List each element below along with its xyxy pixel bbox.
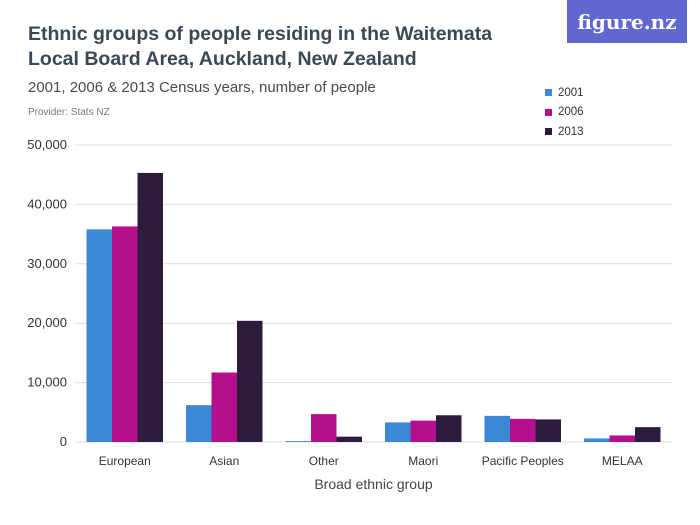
legend-label-2013: 2013 [558,125,584,138]
bar-2013 [436,415,462,442]
chart-title: Ethnic groups of people residing in the … [28,23,493,70]
bar-2001 [186,405,212,442]
x-category-label: MELAA [602,454,643,468]
x-axis-title: Broad ethnic group [314,476,433,492]
legend-item-2006: 2006 [545,103,584,123]
x-category-label: Other [309,454,339,468]
figure-nz-logo[interactable]: figure.nz [567,0,687,43]
bar-2006 [510,418,536,442]
legend-swatch-2006 [545,108,552,116]
x-category-label: Pacific Peoples [482,454,564,468]
chart-legend: 2001 2006 2013 [545,83,584,142]
x-category-label: Asian [209,454,239,468]
bar-2013 [535,419,561,442]
y-tick-label: 10,000 [27,375,67,390]
bar-2006 [311,414,337,442]
bar-2006 [112,226,138,442]
bar-2001 [584,438,610,442]
x-category-label: European [99,454,151,468]
y-tick-label: 30,000 [27,256,67,271]
legend-swatch-2013 [545,128,552,136]
y-tick-label: 20,000 [27,315,67,330]
bar-2001 [385,422,411,442]
legend-label-2001: 2001 [558,86,584,99]
chart-subtitle: 2001, 2006 & 2013 Census years, number o… [28,79,376,96]
x-category-label: Maori [408,454,438,468]
legend-item-2013: 2013 [545,122,584,142]
bar-2013 [635,427,661,442]
y-tick-label: 50,000 [27,137,67,152]
bar-2006 [609,435,635,442]
y-tick-label: 40,000 [27,196,67,211]
legend-label-2006: 2006 [558,106,584,119]
logo-text: figure.nz [577,9,677,34]
bar-2013 [237,320,263,442]
bar-2013 [137,172,163,442]
legend-swatch-2001 [545,89,552,97]
bar-2001 [484,415,510,442]
legend-item-2001: 2001 [545,83,584,103]
bar-2001 [285,441,311,442]
bar-2006 [410,420,436,442]
provider-text: Provider: Stats NZ [28,107,110,118]
bar-2006 [211,372,237,442]
bar-2013 [336,436,362,442]
bar-2001 [86,229,112,442]
y-tick-label: 0 [60,434,67,449]
